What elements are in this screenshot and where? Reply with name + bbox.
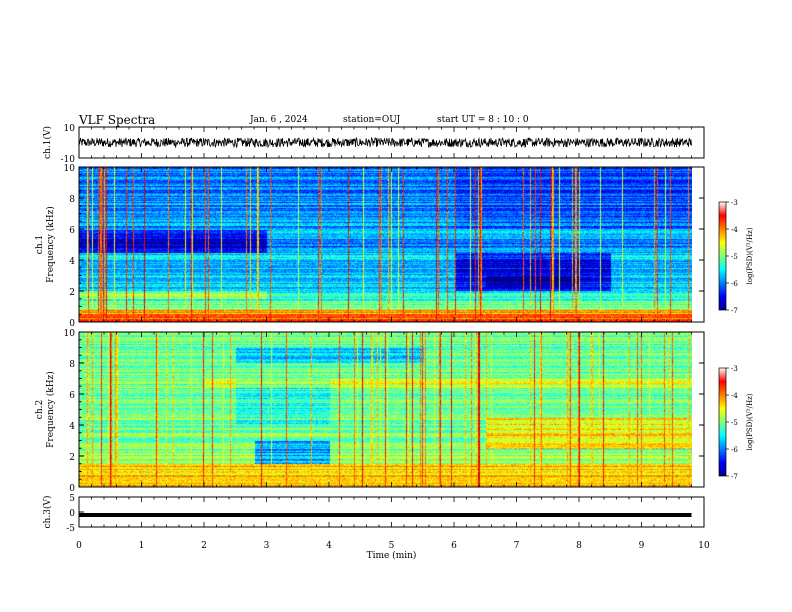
ch3-ytick-label: 0 [69, 509, 75, 519]
ch2-colorbar-tick-label: -3 [731, 365, 738, 373]
ch1-x-ticks [78, 127, 705, 158]
x-tick-label: 5 [389, 541, 395, 551]
ch2-colorbar-tick-label: -4 [731, 392, 738, 400]
ch1-ytick-label: 4 [69, 257, 75, 267]
ch2-ytick-label: 4 [69, 422, 75, 432]
x-tick-label: 3 [264, 541, 270, 551]
ch1-colorbar-tick-label: -6 [731, 280, 738, 288]
ch1-colorbar-tick-label: -4 [731, 226, 738, 234]
x-tick-label: 4 [326, 541, 332, 551]
ch3-ytick-label: 5 [69, 494, 75, 504]
ch1-colorbar-tick-label: -7 [731, 307, 738, 315]
ch1-ylabel: ch.1(V) [42, 126, 53, 159]
ch1-x-ticks [78, 167, 705, 322]
ch1-colorbar [718, 201, 727, 311]
x-tick-label: 8 [576, 541, 582, 551]
x-tick-label: 2 [201, 541, 207, 551]
ch1-colorbar-tick-label: -5 [731, 253, 738, 261]
ch3-ylabel: ch.3(V) [42, 496, 53, 529]
ch1-ylabel: Frequency (kHz) [45, 206, 56, 283]
ch1-colorbar-tick-label: -3 [731, 199, 738, 207]
ch1-waveform-line [78, 136, 692, 149]
x-tick-label: 10 [698, 541, 710, 551]
ch1-tick-top: 10 [64, 124, 76, 134]
x-tick-label: 1 [139, 541, 145, 551]
chart-title: VLF Spectra [79, 113, 156, 127]
ch2-x-ticks [78, 332, 705, 487]
ch2-ytick-label: 0 [69, 484, 75, 494]
ch2-colorbar-tick-label: -7 [731, 473, 738, 481]
ch2-ytick-label: 6 [69, 391, 75, 401]
ch2-ytick-label: 8 [69, 360, 75, 370]
station-label: station=OUJ [343, 115, 401, 125]
ch1-ytick-label: 2 [69, 288, 75, 298]
ch1-ytick-label: 10 [64, 164, 76, 174]
ch1-ytick-label: 0 [69, 319, 75, 329]
start-time-label: start UT = 8 : 10 : 0 [437, 115, 529, 125]
ch2-colorbar-tick-label: -5 [731, 419, 738, 427]
ch2-colorbar-label: log(PSD)(V²/Hz) [746, 393, 754, 450]
ch1-channel-label: ch.1 [35, 235, 45, 254]
ch1-spectrogram-image [79, 167, 692, 322]
ch1-tick-bottom: -10 [61, 155, 76, 165]
ch2-channel-label: ch.2 [35, 400, 45, 419]
ch2-ytick-label: 2 [69, 453, 75, 463]
ch2-colorbar [718, 367, 727, 477]
ch1-ytick-label: 8 [69, 195, 75, 205]
date-label: Jan. 6 , 2024 [250, 115, 308, 125]
ch1-ytick-label: 6 [69, 226, 75, 236]
ch1-colorbar-label: log(PSD)(V²/Hz) [746, 227, 754, 284]
ch2-colorbar-tick-label: -6 [731, 446, 738, 454]
x-tick-label: 9 [639, 541, 645, 551]
x-axis-label: Time (min) [367, 550, 417, 561]
ch2-ytick-label: 10 [64, 329, 76, 339]
x-tick-label: 6 [451, 541, 457, 551]
x-tick-label: 0 [76, 541, 82, 551]
ch2-ylabel: Frequency (kHz) [45, 371, 56, 448]
ch3-x-ticks [78, 497, 705, 527]
ch3-ytick-label: -5 [66, 524, 75, 534]
ch2-spectrogram-image [79, 332, 692, 487]
x-tick-label: 7 [514, 541, 520, 551]
